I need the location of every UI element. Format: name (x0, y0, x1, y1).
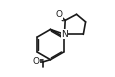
Text: N: N (60, 30, 67, 39)
Text: O: O (55, 10, 62, 19)
Text: O: O (32, 57, 39, 66)
